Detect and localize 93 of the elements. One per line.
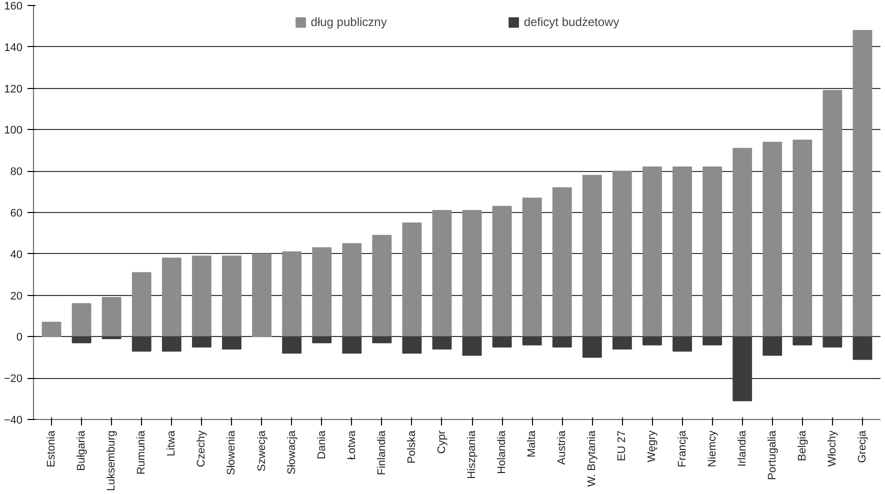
bar — [642, 166, 662, 338]
bar — [762, 142, 782, 338]
x-tick-label: Malta — [526, 430, 538, 458]
y-tick-label: 60 — [10, 208, 23, 220]
y-tick-label: 160 — [4, 0, 23, 12]
bar — [132, 272, 152, 338]
x-tick-label: Irlandia — [736, 430, 748, 467]
y-tick-label: 100 — [4, 124, 23, 137]
x-tick-label: Estonia — [46, 430, 58, 468]
x-tick-label: Włochy — [826, 430, 838, 467]
x-tick-label: Luksemburg — [106, 430, 118, 492]
bar — [822, 336, 842, 348]
bar — [222, 256, 242, 338]
bar — [792, 140, 812, 338]
bar — [222, 336, 242, 350]
bar — [42, 322, 62, 338]
x-tick-label: Polska — [406, 430, 418, 464]
bar — [102, 296, 122, 338]
bar — [852, 30, 872, 338]
x-tick-label: Holandia — [496, 430, 508, 474]
bar — [552, 187, 572, 338]
x-tick-label: Bułgaria — [76, 430, 88, 471]
x-tick-label: W. Brytania — [586, 430, 598, 487]
y-tick-label: 0 — [16, 332, 23, 344]
x-tick-label: Niemcy — [706, 430, 718, 468]
bar — [72, 303, 92, 338]
bar — [612, 336, 632, 350]
y-tick-label: 40 — [10, 248, 23, 261]
x-tick-label: Grecja — [856, 430, 868, 463]
bar — [762, 336, 782, 356]
x-tick-label: Litwa — [166, 430, 178, 456]
y-tick-label: 80 — [10, 166, 23, 178]
x-tick-label: Belgia — [796, 430, 808, 462]
bar — [462, 210, 482, 338]
bar — [72, 336, 92, 344]
x-tick-label: Austria — [556, 430, 568, 465]
bar — [552, 336, 572, 348]
bar — [402, 222, 422, 338]
x-tick-label: Dania — [316, 430, 328, 460]
bar — [282, 336, 302, 354]
x-tick-label: EU 27 — [616, 430, 628, 462]
x-tick-label: Francja — [676, 430, 688, 468]
x-tick-label: Łotwa — [346, 430, 358, 460]
bar — [852, 336, 872, 360]
bar — [312, 336, 332, 344]
bar — [402, 336, 422, 354]
bar — [582, 336, 602, 358]
bar — [132, 336, 152, 352]
y-tick-label: −40 — [4, 414, 23, 426]
x-tick-label: Cypr — [436, 430, 448, 454]
bar — [672, 336, 692, 352]
bar — [192, 336, 212, 348]
bar — [252, 254, 272, 338]
bar — [342, 336, 362, 354]
bar — [822, 90, 842, 338]
bar — [312, 247, 332, 338]
x-tick-label: Słowacja — [286, 430, 298, 475]
legend-label: dług publiczny — [310, 15, 387, 29]
x-tick-label: Czechy — [196, 430, 208, 468]
x-tick-label: Rumunia — [136, 430, 148, 475]
y-tick-label: −20 — [4, 373, 23, 386]
bar — [162, 336, 182, 352]
x-tick-label: Węgry — [646, 430, 658, 462]
bar — [342, 243, 362, 338]
legend-label: deficyt budżetowy — [524, 15, 620, 29]
x-tick-label: Portugalia — [766, 430, 778, 480]
bar — [612, 170, 632, 338]
x-tick-label: Finlandia — [376, 430, 388, 476]
bar — [642, 336, 662, 346]
bar — [672, 166, 692, 338]
y-tick-label: 140 — [4, 42, 23, 54]
bar — [432, 336, 452, 350]
bar — [582, 174, 602, 338]
bar — [462, 336, 482, 356]
bar — [432, 210, 452, 338]
y-tick-label: 120 — [4, 83, 23, 96]
bar — [282, 251, 302, 338]
bar — [732, 148, 752, 338]
bar — [792, 336, 812, 346]
bar — [522, 198, 542, 338]
bar — [522, 336, 542, 346]
bar — [372, 336, 392, 344]
bar — [192, 256, 212, 338]
bar — [702, 336, 722, 346]
bar — [492, 206, 512, 338]
x-tick-label: Szwecja — [256, 430, 268, 472]
y-tick-label: 20 — [10, 290, 23, 302]
bar — [162, 258, 182, 338]
bar — [702, 166, 722, 338]
bar — [492, 336, 512, 348]
bar — [372, 234, 392, 338]
x-tick-label: Słowenia — [226, 430, 238, 476]
x-tick-label: Hiszpania — [466, 430, 478, 479]
